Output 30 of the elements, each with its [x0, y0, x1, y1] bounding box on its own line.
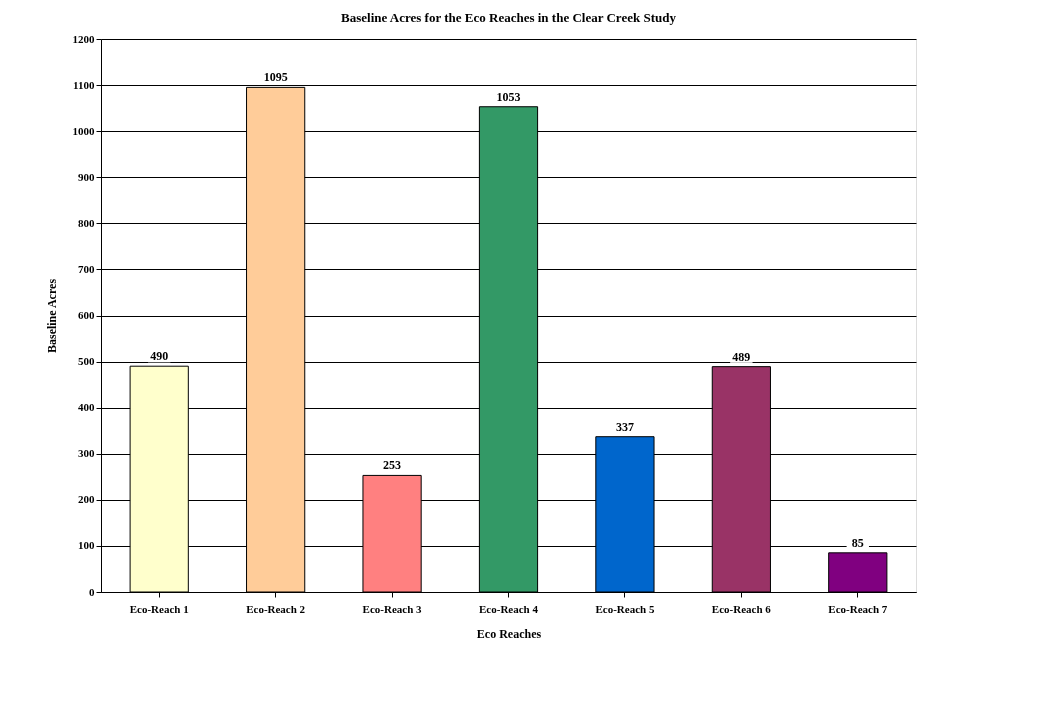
x-tick-label: Eco-Reach 1	[129, 602, 189, 615]
y-tick-label: 200	[78, 493, 95, 506]
x-tick-label: Eco-Reach 5	[595, 602, 655, 615]
y-tick-label: 300	[78, 447, 95, 460]
y-tick-label: 1100	[73, 78, 95, 91]
y-tick-label: 400	[78, 401, 95, 414]
data-label: 1095	[263, 70, 288, 85]
x-tick-label: Eco-Reach 3	[362, 602, 423, 615]
y-axis-title: Baseline Acres	[44, 278, 59, 354]
y-tick-label: 1000	[72, 124, 95, 137]
y-tick-label: 600	[78, 309, 95, 321]
x-tick-label: Eco-Reach 2	[246, 602, 306, 615]
x-tick-label: Eco-Reach 4	[479, 602, 539, 615]
data-label: 337	[615, 419, 634, 434]
x-tick-label: Eco-Reach 6	[711, 602, 772, 615]
data-label: 253	[383, 458, 402, 473]
y-tick-label: 100	[78, 539, 95, 552]
x-axis-title: Eco Reaches	[476, 626, 542, 641]
y-tick-label: 900	[78, 170, 95, 183]
y-tick-label: 800	[78, 216, 95, 229]
y-tick-label: 1200	[72, 32, 95, 45]
data-label: 1053	[496, 89, 521, 104]
chart-title: Baseline Acres for the Eco Reaches in the Clear Creek Study	[341, 10, 677, 25]
y-tick-label: 700	[78, 262, 95, 275]
data-label: 489	[732, 349, 751, 364]
y-tick-label: 500	[78, 355, 95, 368]
y-tick-label: 0	[89, 585, 95, 598]
x-tick-label: Eco-Reach 7	[828, 602, 888, 615]
data-label: 85	[851, 535, 864, 550]
data-label: 490	[150, 349, 169, 364]
